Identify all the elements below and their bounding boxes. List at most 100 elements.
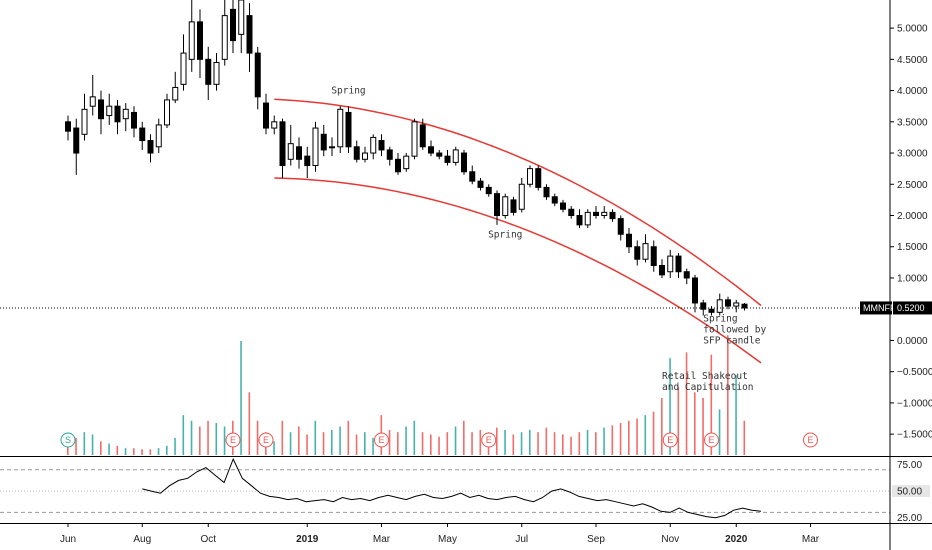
volume-bar — [207, 421, 209, 455]
time-tick-label: 2020 — [725, 534, 748, 545]
volume-bar — [496, 428, 498, 455]
candle-body — [222, 16, 227, 60]
earnings-event-label: E — [230, 435, 236, 445]
candle-body — [610, 212, 615, 218]
split-event-label: S — [65, 435, 71, 445]
candle-body — [709, 309, 714, 312]
time-tick-label: Oct — [200, 534, 216, 545]
candle-body — [330, 147, 335, 148]
volume-bar — [397, 432, 399, 455]
annotation-text: and Capitulation — [662, 382, 754, 393]
candle-body — [660, 265, 665, 274]
candle-body — [676, 256, 681, 272]
candle-body — [462, 153, 467, 172]
annotation-text: SFP candle — [703, 336, 760, 347]
earnings-event-label: E — [263, 435, 269, 445]
volume-bar — [141, 449, 143, 455]
volume-bar — [570, 437, 572, 455]
volume-bar — [587, 430, 589, 455]
volume-bar — [694, 392, 696, 455]
candle-body — [148, 141, 153, 153]
earnings-event-label: E — [486, 435, 492, 445]
rsi-tick-label: 75.00 — [897, 460, 922, 471]
time-tick-label: Sep — [587, 534, 605, 545]
candle-body — [528, 169, 533, 185]
volume-bar — [372, 438, 374, 455]
candle-body — [594, 212, 599, 215]
volume-bar — [422, 432, 424, 455]
candle-body — [486, 187, 491, 193]
candle-body — [99, 100, 104, 119]
candle-body — [635, 247, 640, 259]
candle-body — [198, 22, 203, 59]
candle-body — [495, 194, 500, 216]
volume-bar — [92, 434, 94, 455]
candle-body — [181, 53, 186, 84]
price-tick-label: −0.5000 — [897, 367, 932, 378]
volume-bar — [471, 432, 473, 455]
candle-body — [470, 172, 475, 181]
rsi-tick-label: 25.00 — [897, 513, 922, 524]
volume-bar — [645, 415, 647, 455]
price-tick-label: 4.0000 — [897, 86, 928, 97]
candle-body — [420, 125, 425, 147]
volume-bar — [537, 432, 539, 455]
volume-bar — [661, 398, 663, 455]
candle-body — [206, 59, 211, 84]
volume-bar — [438, 437, 440, 455]
price-tick-label: 4.5000 — [897, 55, 928, 66]
candle-body — [569, 209, 574, 215]
volume-bar — [133, 448, 135, 455]
volume-bar — [455, 427, 457, 456]
volume-bar — [174, 438, 176, 455]
candle-body — [321, 134, 326, 150]
volume-bar — [100, 441, 102, 455]
candle-body — [437, 153, 442, 156]
candle-body — [412, 122, 417, 156]
time-tick-label: Jun — [60, 534, 76, 545]
candle-body — [627, 234, 632, 246]
candle-body — [536, 169, 541, 188]
volume-bar — [257, 421, 259, 455]
volume-bar — [603, 428, 605, 455]
candle-body — [734, 303, 739, 306]
candle-body — [107, 106, 112, 115]
volume-bar — [240, 341, 242, 455]
volume-bar — [620, 423, 622, 455]
candle-body — [668, 256, 673, 272]
candle-body — [651, 247, 656, 266]
candle-body — [387, 150, 392, 159]
annotation-text: Retail Shakeout — [662, 371, 748, 382]
earnings-event-label: E — [807, 435, 813, 445]
volume-bar — [282, 421, 284, 455]
volume-bar — [216, 423, 218, 455]
volume-bar — [348, 421, 350, 455]
volume-bar — [117, 446, 119, 455]
annotation-text: Spring — [331, 86, 365, 97]
candle-body — [346, 112, 351, 146]
candle-body — [90, 97, 95, 106]
candle-body — [239, 0, 244, 34]
candle-body — [66, 122, 71, 131]
volume-bar — [719, 409, 721, 455]
volume-bar — [364, 432, 366, 455]
candle-body — [618, 219, 623, 235]
price-tick-label: 0.0000 — [897, 336, 928, 347]
candle-body — [313, 128, 318, 165]
candle-body — [602, 212, 607, 215]
candle-body — [742, 304, 747, 308]
price-tick-label: −1.5000 — [897, 430, 932, 441]
candle-body — [82, 109, 87, 134]
candle-body — [74, 128, 79, 153]
price-tick-label: 5.0000 — [897, 24, 928, 35]
volume-bar — [521, 432, 523, 455]
time-tick-label: Mar — [802, 534, 820, 545]
time-tick-label: 2019 — [296, 534, 319, 545]
time-tick-label: Jul — [515, 534, 528, 545]
candle-body — [379, 141, 384, 150]
earnings-event-label: E — [708, 435, 714, 445]
volume-bar — [653, 412, 655, 455]
candle-body — [396, 159, 401, 171]
candle-body — [288, 144, 293, 160]
